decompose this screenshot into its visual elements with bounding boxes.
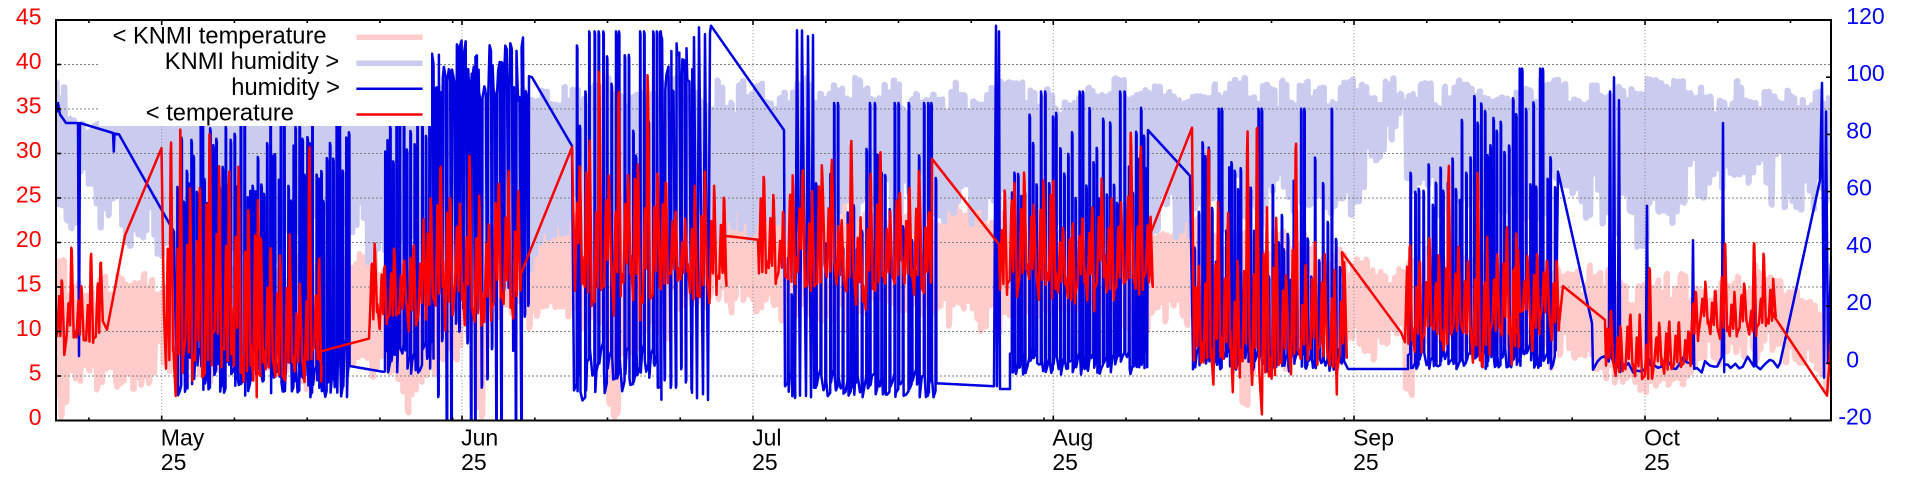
svg-text:40: 40 (16, 48, 42, 74)
svg-text:< temperature: < temperature (146, 101, 294, 127)
svg-text:40: 40 (1846, 232, 1872, 258)
svg-text:May: May (161, 424, 205, 450)
svg-text:60: 60 (1846, 175, 1872, 201)
svg-text:25: 25 (1644, 449, 1670, 475)
svg-text:5: 5 (29, 360, 42, 386)
svg-text:Jul: Jul (752, 424, 781, 450)
svg-text:25: 25 (161, 449, 187, 475)
svg-text:20: 20 (16, 226, 42, 252)
svg-text:humidity >: humidity > (231, 75, 340, 101)
svg-text:45: 45 (16, 4, 42, 30)
svg-text:80: 80 (1846, 117, 1872, 143)
svg-text:25: 25 (1353, 449, 1379, 475)
svg-text:20: 20 (1846, 289, 1872, 315)
svg-text:25: 25 (461, 449, 487, 475)
svg-text:0: 0 (29, 404, 42, 430)
svg-text:-20: -20 (1838, 404, 1871, 430)
svg-text:10: 10 (16, 315, 42, 341)
svg-text:25: 25 (1052, 449, 1078, 475)
svg-text:25: 25 (752, 449, 778, 475)
svg-text:< KNMI temperature: < KNMI temperature (113, 23, 327, 49)
svg-text:100: 100 (1846, 60, 1884, 86)
svg-text:120: 120 (1846, 3, 1884, 29)
svg-text:Jun: Jun (461, 424, 498, 450)
svg-text:35: 35 (16, 93, 42, 119)
svg-text:0: 0 (1846, 346, 1859, 372)
svg-text:30: 30 (16, 137, 42, 163)
svg-text:Aug: Aug (1052, 424, 1093, 450)
svg-text:Oct: Oct (1644, 424, 1680, 450)
svg-text:15: 15 (16, 271, 42, 297)
svg-text:KNMI humidity >: KNMI humidity > (165, 49, 339, 75)
svg-text:25: 25 (16, 182, 42, 208)
svg-text:Sep: Sep (1353, 424, 1394, 450)
